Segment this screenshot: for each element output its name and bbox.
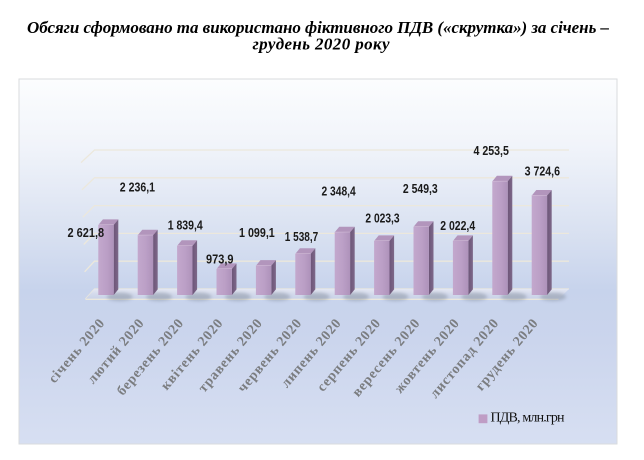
svg-text:ПДВ, млн.грн: ПДВ, млн.грн bbox=[491, 411, 566, 426]
svg-text:2 236,1: 2 236,1 bbox=[120, 179, 155, 194]
svg-text:1 538,7: 1 538,7 bbox=[285, 229, 319, 244]
svg-text:973,9: 973,9 bbox=[206, 252, 234, 267]
svg-text:2 621,8: 2 621,8 bbox=[68, 225, 105, 240]
svg-text:2 023,3: 2 023,3 bbox=[365, 211, 399, 226]
svg-text:2 549,3: 2 549,3 bbox=[403, 181, 438, 196]
svg-text:2 022,4: 2 022,4 bbox=[440, 218, 476, 233]
svg-text:1 839,4: 1 839,4 bbox=[168, 218, 204, 233]
svg-text:грудень 2020 року: грудень 2020 року bbox=[253, 35, 390, 54]
svg-text:Обсяги сформовано та використа: Обсяги сформовано та використано фіктивн… bbox=[27, 18, 610, 37]
svg-text:3 724,6: 3 724,6 bbox=[525, 164, 560, 179]
svg-text:2 348,4: 2 348,4 bbox=[322, 184, 357, 199]
svg-text:4 253,5: 4 253,5 bbox=[474, 143, 509, 158]
svg-text:1 099,1: 1 099,1 bbox=[239, 225, 275, 240]
